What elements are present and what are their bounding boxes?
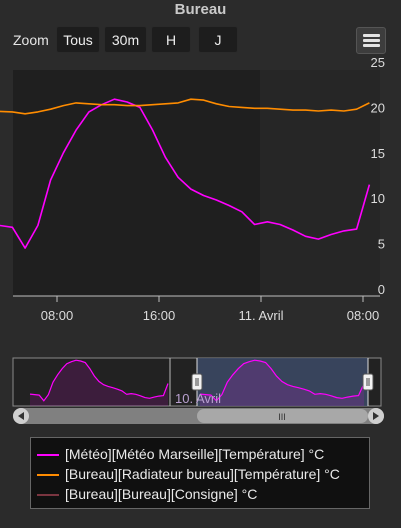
arrow-right-icon	[373, 412, 379, 420]
x-axis-ticks: 08:00 16:00 11. Avril 08:00	[41, 296, 380, 323]
x-tick-label: 16:00	[143, 308, 176, 323]
legend-swatch	[37, 454, 59, 457]
zoom-hour-button[interactable]: H	[151, 26, 191, 53]
navigator-line-day2	[199, 359, 365, 402]
legend-swatch	[37, 474, 59, 477]
series-line-1	[0, 98, 370, 115]
temperature-chart: 08:00 16:00 11. Avril 08:00 0 5 10 15 20 25 10. …	[0, 55, 385, 424]
arrow-left-icon	[18, 412, 24, 420]
zoom-label: Zoom	[13, 32, 49, 48]
legend-label: [Bureau][Radiateur bureau][Température] …	[65, 466, 340, 482]
zoom-30m-button[interactable]: 30m	[104, 26, 147, 53]
y-tick-label: 15	[371, 146, 385, 161]
chart-legend: [Météo][Météo Marseille][Température] °C…	[30, 437, 370, 509]
series-line-0	[0, 98, 371, 249]
y-tick-label: 5	[378, 237, 385, 252]
legend-label: [Météo][Météo Marseille][Température] °C	[65, 446, 325, 462]
zoom-day-button[interactable]: J	[198, 26, 238, 53]
y-tick-label: 10	[371, 191, 385, 206]
legend-swatch	[37, 494, 59, 497]
navigator-series-group	[29, 359, 365, 406]
chart-title: Bureau	[174, 1, 227, 18]
legend-item-radiateur[interactable]: [Bureau][Radiateur bureau][Température] …	[37, 464, 340, 484]
navigator-date-label: 10. Avril	[175, 391, 221, 406]
main-series-group	[0, 98, 371, 249]
legend-item-meteo[interactable]: [Météo][Météo Marseille][Température] °C	[37, 444, 324, 464]
plot-band-right	[260, 70, 380, 296]
navigator-right-handle[interactable]	[362, 373, 374, 391]
y-tick-label: 20	[371, 100, 385, 115]
y-tick-label: 25	[371, 55, 385, 70]
y-tick-label: 0	[378, 282, 385, 297]
legend-item-consigne[interactable]: [Bureau][Bureau][Consigne] °C	[37, 484, 257, 504]
zoom-all-button[interactable]: Tous	[56, 26, 100, 53]
hamburger-menu-icon[interactable]	[356, 27, 386, 54]
navigator-line-day1	[29, 359, 169, 402]
y-axis-ticks: 0 5 10 15 20 25	[371, 55, 385, 297]
navigator-left-handle[interactable]	[191, 373, 203, 391]
scrollbar-grip: III	[278, 412, 286, 422]
x-tick-label: 11. Avril	[238, 308, 283, 323]
scrollbar-thumb[interactable]	[197, 409, 368, 423]
legend-label: [Bureau][Bureau][Consigne] °C	[65, 486, 258, 502]
x-tick-label: 08:00	[41, 308, 74, 323]
x-tick-label: 08:00	[347, 308, 380, 323]
